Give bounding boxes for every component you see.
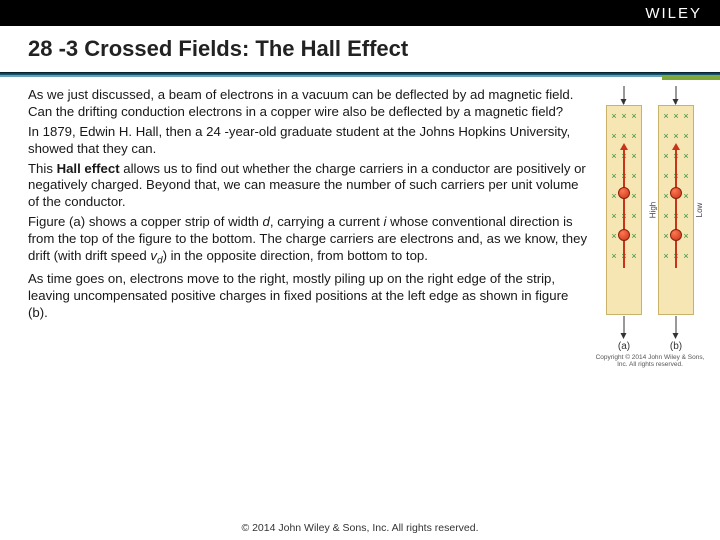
- figure-label-a: (a): [606, 341, 642, 352]
- paragraph-4: Figure (a) shows a copper strip of width…: [28, 214, 588, 268]
- figure-copyright: Copyright © 2014 John Wiley & Sons, Inc.…: [595, 354, 705, 368]
- electron-icon: [670, 187, 682, 199]
- top-bar: WILEY: [0, 0, 720, 26]
- section-number: 28 -3: [28, 36, 78, 61]
- title-accent: [662, 75, 720, 80]
- drift-line-icon: [623, 148, 625, 269]
- figure-wrap: ×××××××××××××××××××××××× ×××××××××××××××…: [595, 105, 705, 368]
- drift-arrowhead-icon: [620, 143, 628, 150]
- hall-effect-term: Hall effect: [57, 161, 120, 176]
- side-caption-high: High: [649, 202, 658, 218]
- strip-a: ××××××××××××××××××××××××: [606, 105, 642, 315]
- electron-icon: [670, 229, 682, 241]
- text-column: As we just discussed, a beam of electron…: [28, 87, 588, 522]
- figure-label-b: (b): [658, 341, 694, 352]
- slide-title: 28 -3 Crossed Fields: The Hall Effect: [0, 26, 720, 72]
- drift-arrowhead-icon: [672, 143, 680, 150]
- current-arrow-bottom-icon: [624, 316, 625, 334]
- electron-icon: [618, 229, 630, 241]
- figure-labels: (a) (b): [595, 341, 705, 352]
- paragraph-2: In 1879, Edwin H. Hall, then a 24 -year-…: [28, 124, 588, 158]
- paragraph-1: As we just discussed, a beam of electron…: [28, 87, 588, 121]
- slide: WILEY 28 -3 Crossed Fields: The Hall Eff…: [0, 0, 720, 540]
- side-caption-low: Low: [695, 203, 704, 218]
- strip-b: ×××××××××××××××××××××××× High Low: [658, 105, 694, 315]
- paragraph-3: This Hall effect allows us to find out w…: [28, 161, 588, 212]
- figure-column: ×××××××××××××××××××××××× ×××××××××××××××…: [588, 87, 712, 522]
- title-underline: [0, 72, 720, 77]
- drift-line-icon: [675, 148, 677, 269]
- content-area: As we just discussed, a beam of electron…: [0, 77, 720, 522]
- title-bar: 28 -3 Crossed Fields: The Hall Effect: [0, 26, 720, 77]
- title-text: Crossed Fields: The Hall Effect: [78, 36, 408, 61]
- brand-logo: WILEY: [645, 5, 702, 22]
- current-arrow-bottom-icon: [676, 316, 677, 334]
- current-arrow-top-icon: [624, 86, 625, 104]
- current-arrow-top-icon: [676, 86, 677, 104]
- footer-copyright: © 2014 John Wiley & Sons, Inc. All right…: [0, 522, 720, 540]
- electron-icon: [618, 187, 630, 199]
- paragraph-5: As time goes on, electrons move to the r…: [28, 271, 588, 322]
- figure-strips: ×××××××××××××××××××××××× ×××××××××××××××…: [595, 105, 705, 315]
